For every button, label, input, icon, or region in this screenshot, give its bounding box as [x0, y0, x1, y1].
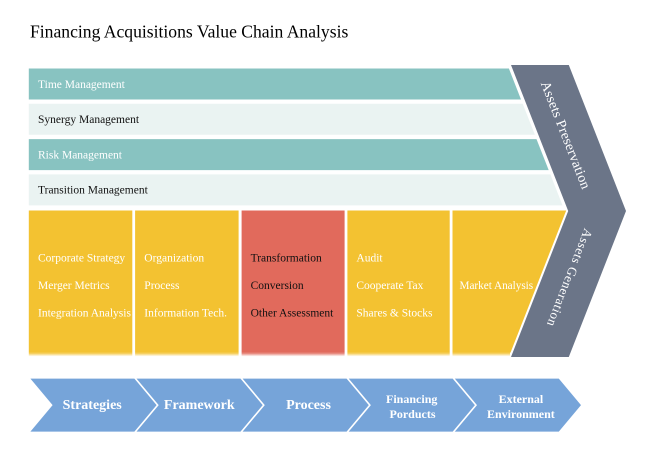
svg-text:Framework: Framework [164, 398, 235, 413]
svg-text:Synergy Management: Synergy Management [38, 114, 140, 126]
svg-text:Process: Process [144, 280, 180, 292]
svg-text:Integration Analysis: Integration Analysis [38, 307, 131, 319]
svg-text:Process: Process [286, 398, 331, 413]
svg-text:Porducts: Porducts [390, 407, 436, 421]
svg-text:Conversion: Conversion [251, 280, 304, 292]
svg-text:Strategies: Strategies [63, 398, 123, 413]
svg-text:External: External [499, 392, 544, 406]
svg-text:Financing: Financing [386, 392, 437, 406]
svg-text:Cooperate Tax: Cooperate Tax [356, 280, 423, 292]
svg-text:Corporate Strategy: Corporate Strategy [38, 253, 125, 265]
svg-text:Merger Metrics: Merger Metrics [38, 280, 110, 292]
svg-text:Organization: Organization [144, 253, 204, 265]
svg-text:Market Analysis: Market Analysis [460, 280, 534, 292]
svg-text:Environment: Environment [487, 407, 555, 421]
svg-text:Information Tech.: Information Tech. [144, 307, 227, 319]
svg-text:Time Management: Time Management [38, 79, 126, 91]
svg-text:Transformation: Transformation [251, 253, 322, 265]
svg-text:Financing Acquisitions Value C: Financing Acquisitions Value Chain Analy… [30, 22, 348, 42]
svg-text:Audit: Audit [356, 253, 383, 265]
svg-text:Shares & Stocks: Shares & Stocks [356, 307, 433, 319]
svg-text:Risk Management: Risk Management [38, 149, 123, 161]
svg-text:Other Assessment: Other Assessment [251, 307, 335, 319]
svg-text:Transition Management: Transition Management [38, 185, 149, 197]
